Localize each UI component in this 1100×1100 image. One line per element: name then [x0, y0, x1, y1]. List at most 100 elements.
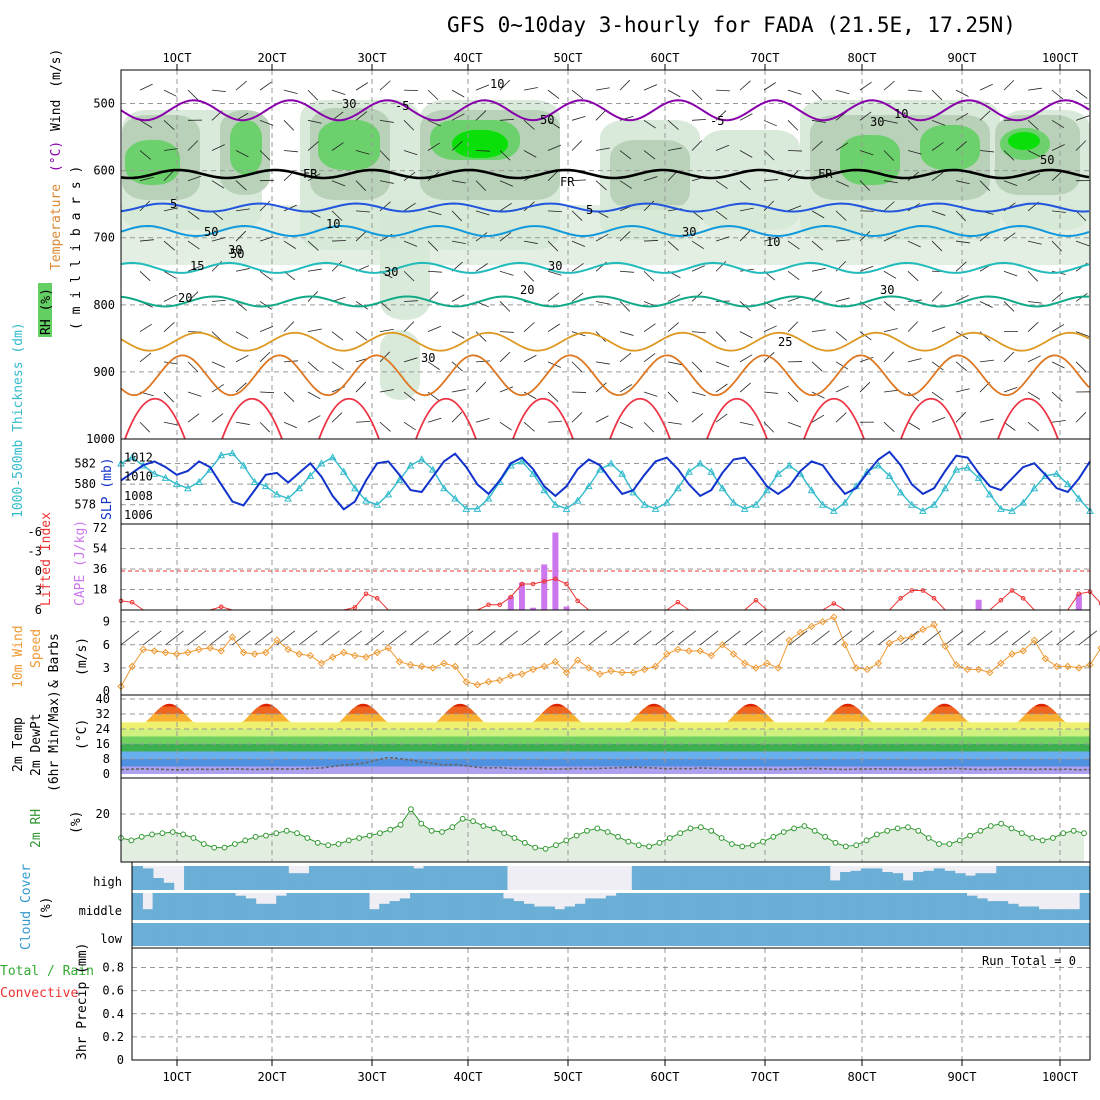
- li-tick-label: 6: [35, 603, 42, 617]
- cloud-bar: [1069, 923, 1081, 946]
- thickness-point: [273, 490, 281, 498]
- wind-barb: [715, 361, 730, 368]
- wind-barb: [499, 421, 512, 431]
- thickness-point: [985, 490, 994, 498]
- wind-barb: [739, 354, 753, 363]
- rh2m-point: [584, 827, 590, 834]
- wind-barb: [859, 81, 872, 91]
- wind-speed-point: [351, 651, 359, 660]
- rh2m-point: [677, 830, 684, 837]
- cloud-bar: [935, 923, 947, 946]
- cloud-bar: [296, 893, 308, 920]
- precip-frame: [131, 947, 1091, 1061]
- cloud-bar: [853, 923, 864, 946]
- cloud-bar: [492, 893, 504, 920]
- cloud-bar: [1069, 866, 1081, 890]
- wind-barb: [859, 381, 871, 393]
- thickness-point: [963, 463, 972, 471]
- wind-barb: [907, 391, 920, 402]
- cloud-bar: [389, 901, 401, 920]
- rh2m-point: [532, 844, 539, 851]
- wind-barb: [211, 237, 226, 242]
- bottom-day-label: 3OCT: [358, 1070, 387, 1084]
- wind-barb: [566, 630, 585, 646]
- li-tick-label: 0: [35, 564, 42, 578]
- wind-barb: [427, 240, 439, 252]
- rh-tick-label: 20: [96, 807, 110, 821]
- rh-contour-label: 30: [228, 243, 242, 257]
- cloud-bar: [392, 866, 404, 890]
- thickness-point: [919, 506, 927, 514]
- wind-barb: [475, 110, 487, 121]
- wind-barb: [571, 240, 586, 247]
- rh2m-point: [1070, 827, 1077, 834]
- lifted-index-line: [120, 578, 1100, 611]
- rh2m-point: [190, 835, 197, 841]
- cloud-bar: [286, 923, 298, 946]
- cloud-bar: [863, 893, 875, 920]
- pressure-tick-label: 700: [93, 231, 115, 245]
- cloud-bar: [1017, 866, 1029, 890]
- rh2m-point: [780, 829, 787, 835]
- pressure-tick-label: 500: [93, 97, 115, 111]
- cloud-bar: [840, 872, 852, 890]
- wind-barb: [331, 412, 343, 423]
- wind-barb: [1027, 301, 1042, 304]
- rh2m-point: [325, 842, 331, 849]
- cape-bar: [975, 599, 982, 610]
- thickness-point: [551, 500, 560, 508]
- wind-barb: [571, 263, 584, 272]
- wind-barb: [235, 180, 247, 191]
- thickness-point: [785, 461, 794, 469]
- wind-barb: [931, 172, 944, 182]
- rh2m-point: [936, 841, 942, 847]
- cloud-bar: [595, 898, 607, 920]
- lifted-index-point: [1098, 601, 1100, 606]
- slp-tick-label: 1010: [124, 470, 153, 484]
- cloud-bar: [1069, 909, 1081, 920]
- wind-speed-point: [941, 642, 949, 651]
- cloud-bar: [873, 893, 885, 920]
- wind-barb: [931, 142, 944, 151]
- wind-barb: [331, 142, 344, 151]
- cloud-bar: [801, 923, 813, 946]
- wind-barb: [1027, 355, 1041, 363]
- lifted-index-point: [575, 598, 580, 604]
- wind-barb: [811, 329, 826, 333]
- wind-barb: [1078, 630, 1098, 646]
- wind-barb: [907, 270, 919, 282]
- slp-line: [120, 450, 1091, 511]
- wind-barb: [787, 421, 802, 428]
- wind-speed-point: [573, 656, 582, 664]
- wind-barb: [379, 150, 391, 161]
- wind-barb: [283, 321, 295, 332]
- cloud-bar: [475, 866, 487, 890]
- wind-barb: [811, 361, 823, 372]
- wind-barb: [365, 630, 385, 646]
- cloud-bar: [486, 866, 498, 890]
- wind-barb: [499, 630, 518, 646]
- top-day-label: 1OCT: [163, 51, 192, 65]
- wind-barb: [739, 331, 753, 339]
- cloud-bar: [819, 866, 831, 890]
- wind-barb: [1075, 210, 1087, 222]
- wind-speed-point: [1064, 662, 1072, 671]
- rh2m-point: [791, 825, 797, 832]
- cloud-bar: [444, 866, 456, 890]
- wind-barb: [955, 89, 969, 97]
- wind-barb: [1056, 630, 1075, 646]
- cape-label: CAPE (J/kg): [73, 520, 88, 606]
- rh2m-point: [138, 833, 145, 840]
- cloud-bar: [523, 923, 535, 946]
- pressure-tick-label: 800: [93, 298, 115, 312]
- wind-speed-point: [718, 641, 727, 649]
- rh2m-point: [842, 843, 849, 850]
- wind-barb: [403, 391, 416, 401]
- cloud-bar: [1048, 909, 1060, 920]
- thickness-point: [696, 459, 705, 467]
- wind-barb: [403, 357, 418, 363]
- li-tick-label: -6: [28, 525, 42, 539]
- wind-barb: [699, 630, 719, 646]
- cloud-bar: [224, 893, 236, 920]
- wind-speed-point: [863, 665, 871, 674]
